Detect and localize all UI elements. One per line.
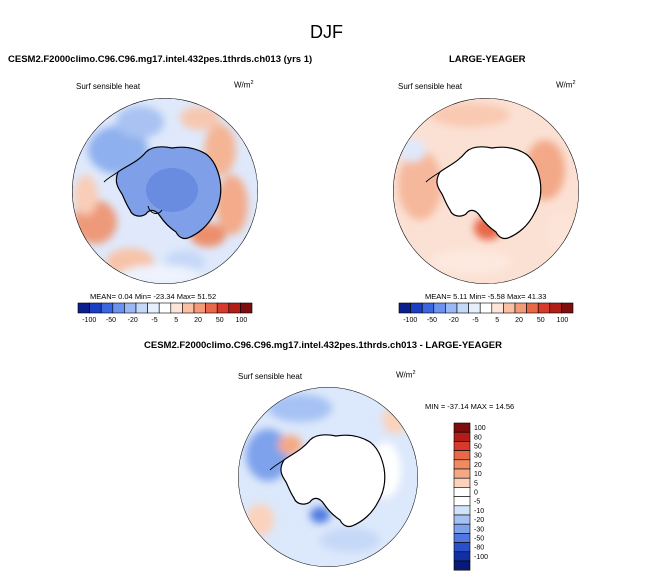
- map-difference: [238, 387, 418, 567]
- colorbar-model-swatch: [216, 302, 230, 314]
- colorbar-model-swatch: [112, 302, 125, 314]
- colorbar-model-swatch: [124, 302, 137, 314]
- colorbar-obs: -100 -50 -20 -5 5 20 50 100: [398, 302, 574, 324]
- colorbar-obs-swatch: [421, 302, 435, 314]
- colorbar-model-swatch: [228, 302, 241, 314]
- colorbar-obs-swatch: [433, 302, 446, 314]
- colorbar-obs-swatch: [503, 302, 516, 314]
- colorbar-obs-swatch: [537, 302, 551, 314]
- colorbar-difference-tick-label: 0: [474, 490, 478, 497]
- colorbar-difference-swatch: [453, 431, 471, 442]
- colorbar-difference-swatch: [453, 450, 471, 461]
- colorbar-obs-swatch: [491, 302, 504, 314]
- colorbar-obs-swatch: [398, 302, 411, 314]
- colorbar-difference-tick-label: 80: [474, 434, 482, 441]
- colorbar-difference-tick-label: -5: [474, 499, 480, 506]
- colorbar-obs-tick-label: -20: [449, 317, 459, 324]
- colorbar-obs-tick-label: 50: [537, 317, 545, 324]
- colorbar-model-tick-label: -100: [82, 317, 96, 324]
- colorbar-obs-tick-label: -5: [472, 317, 478, 324]
- colorbar-model-swatch: [193, 302, 206, 314]
- colorbar-obs-swatch: [410, 302, 423, 314]
- colorbar-obs-swatch: [526, 302, 539, 314]
- colorbar-model-swatch: [205, 302, 218, 314]
- colorbar-model-tick-label: 50: [216, 317, 224, 324]
- colorbar-difference-swatch: [453, 441, 471, 451]
- colorbar-difference-swatch: [453, 551, 471, 562]
- map-obs: [393, 98, 579, 284]
- colorbar-model-tick-label: -50: [106, 317, 116, 324]
- colorbar-obs-tick-label: 100: [557, 317, 569, 324]
- season-title: DJF: [310, 22, 343, 42]
- colorbar-obs-tick-label: -100: [403, 317, 417, 324]
- panel3-title: CESM2.F2000climo.C96.C96.mg17.intel.432p…: [144, 340, 502, 351]
- colorbar-model-swatch: [170, 302, 183, 314]
- panel2-title: LARGE-YEAGER: [449, 54, 526, 65]
- colorbar-obs-swatch: [445, 302, 458, 314]
- colorbar-model-tick-label: 20: [194, 317, 202, 324]
- colorbar-obs-swatch: [561, 302, 574, 314]
- colorbar-difference-swatch: [453, 505, 471, 516]
- panel3-variable: Surf sensible heat: [238, 372, 303, 381]
- panel3-units: W/m2: [396, 370, 416, 380]
- colorbar-obs-tick-label: 20: [515, 317, 523, 324]
- colorbar-model-swatch: [89, 302, 102, 314]
- colorbar-difference-swatch: [453, 523, 471, 534]
- colorbar-obs-swatch: [456, 302, 469, 314]
- colorbar-model-swatch: [77, 302, 90, 314]
- colorbar-model-tick-label: -20: [128, 317, 138, 324]
- colorbar-obs-tick-label: -50: [427, 317, 437, 324]
- colorbar-obs-swatch: [514, 302, 527, 314]
- colorbar-difference-swatch: [453, 560, 471, 571]
- colorbar-difference-swatch: [453, 487, 471, 497]
- colorbar-model-tick-label: 100: [236, 317, 248, 324]
- colorbar-model-swatch: [100, 302, 114, 314]
- colorbar-model-tick-label: 5: [174, 317, 178, 324]
- colorbar-difference-tick-label: 10: [474, 471, 482, 478]
- colorbar-difference-swatch: [453, 533, 471, 543]
- colorbar-difference-swatch: [453, 422, 471, 433]
- panel2-variable: Surf sensible heat: [398, 82, 463, 91]
- colorbar-model-swatch: [240, 302, 253, 314]
- colorbar-difference-swatch: [453, 477, 471, 488]
- colorbar-model-tick-label: -5: [151, 317, 157, 324]
- colorbar-difference-tick-label: -100: [474, 554, 488, 561]
- colorbar-obs-swatch: [549, 302, 562, 314]
- colorbar-model-swatch: [158, 302, 172, 314]
- colorbar-difference-swatch: [453, 468, 471, 479]
- panel1-stats: MEAN= 0.04 Min= -23.34 Max= 51.52: [90, 292, 217, 301]
- colorbar-difference-swatch: [453, 496, 471, 507]
- panel3-stats: MIN = -37.14 MAX = 14.56: [425, 402, 515, 411]
- colorbar-model-swatch: [135, 302, 148, 314]
- colorbar-difference-tick-label: 5: [474, 480, 478, 487]
- map-model: [72, 98, 258, 284]
- colorbar-difference-swatch: [453, 514, 471, 525]
- colorbar-difference-tick-label: -20: [474, 517, 484, 524]
- colorbar-model-swatch: [147, 302, 160, 314]
- colorbar-difference-swatch: [453, 459, 471, 470]
- panel1-units: W/m2: [234, 80, 254, 90]
- colorbar-difference-tick-label: -30: [474, 526, 484, 533]
- colorbar-difference-tick-label: -10: [474, 508, 484, 515]
- colorbar-difference-tick-label: -50: [474, 536, 484, 543]
- colorbar-obs-swatch: [479, 302, 493, 314]
- colorbar-difference-tick-label: -80: [474, 545, 484, 552]
- colorbar-difference-tick-label: 30: [474, 453, 482, 460]
- colorbar-model-swatch: [182, 302, 195, 314]
- colorbar-difference-tick-label: 100: [474, 425, 486, 432]
- colorbar-difference-swatch: [453, 542, 471, 553]
- panel2-units: W/m2: [556, 80, 576, 90]
- colorbar-obs-swatch: [468, 302, 481, 314]
- colorbar-difference-tick-label: 50: [474, 444, 482, 451]
- colorbar-model: -100 -50 -20 -5 5 20 50 100: [77, 302, 253, 324]
- panel1-title: CESM2.F2000climo.C96.C96.mg17.intel.432p…: [8, 54, 313, 65]
- colorbar-difference-tick-label: 20: [474, 462, 482, 469]
- panel1-variable: Surf sensible heat: [76, 82, 141, 91]
- panel2-stats: MEAN= 5.11 Min= -5.58 Max= 41.33: [425, 292, 547, 301]
- colorbar-obs-tick-label: 5: [495, 317, 499, 324]
